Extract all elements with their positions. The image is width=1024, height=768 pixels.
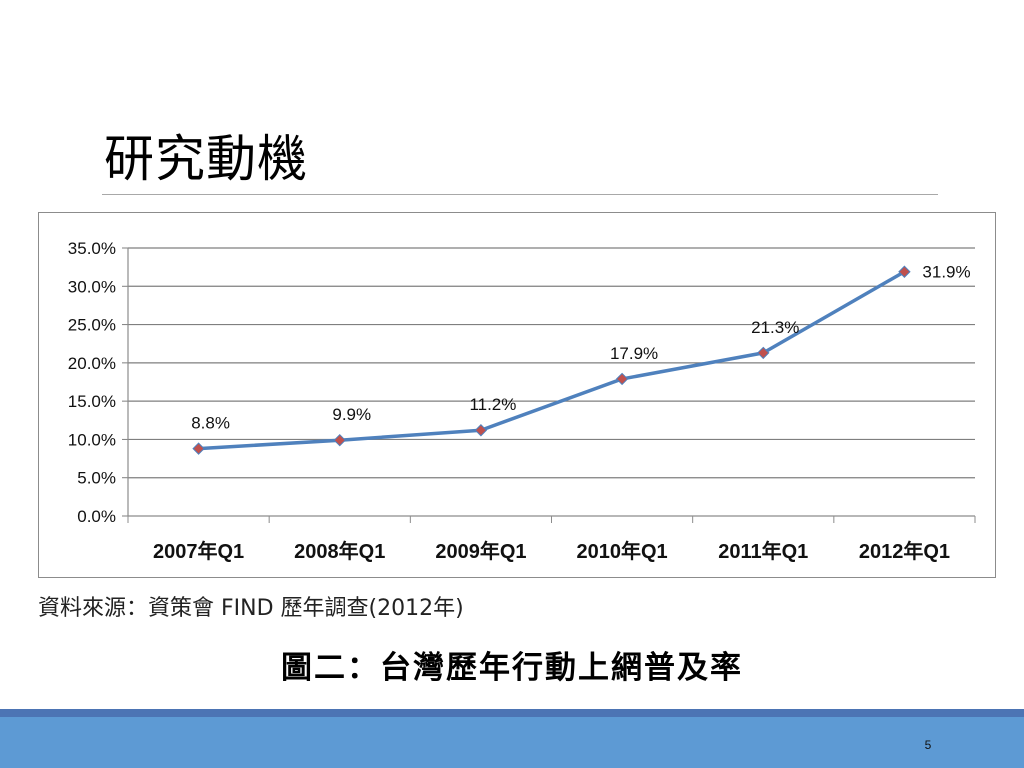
- footer-accent-line: [0, 709, 1024, 717]
- data-label: 9.9%: [332, 405, 371, 424]
- data-point-marker: [615, 372, 629, 386]
- data-point-marker: [474, 424, 488, 437]
- y-tick-label: 0.0%: [77, 507, 116, 526]
- data-label: 31.9%: [922, 263, 970, 282]
- y-tick-label: 15.0%: [68, 392, 116, 411]
- y-tick-label: 20.0%: [68, 354, 116, 373]
- y-tick-label: 30.0%: [68, 277, 116, 296]
- chart-frame: [38, 212, 996, 578]
- slide-title: 研究動機: [104, 130, 308, 188]
- x-tick-label: 2007年Q1: [153, 539, 244, 563]
- source-note: 資料來源：資策會 FIND 歷年調查(2012年): [38, 596, 464, 621]
- page-number: 5: [924, 738, 932, 752]
- data-label: 8.8%: [191, 414, 230, 433]
- data-point-marker: [333, 433, 346, 447]
- x-tick-label: 2009年Q1: [435, 539, 526, 563]
- x-tick-label: 2012年Q1: [859, 539, 950, 563]
- data-point-marker: [757, 346, 770, 360]
- figure-caption: 圖二：台灣歷年行動上網普及率: [281, 650, 743, 686]
- x-tick-label: 2010年Q1: [576, 539, 667, 563]
- footer-band: [0, 717, 1024, 768]
- y-tick-label: 10.0%: [68, 430, 116, 449]
- x-tick-label: 2011年Q1: [718, 539, 808, 563]
- data-point-marker: [192, 442, 205, 455]
- line-chart: 0.0% 5.0% 10.0% 15.0% 20.0% 25.0% 30.0% 35.0% 20…: [68, 239, 976, 563]
- data-point-marker: [898, 265, 911, 278]
- y-tick-label: 25.0%: [68, 316, 116, 335]
- data-label: 21.3%: [751, 318, 799, 337]
- data-label: 11.2%: [469, 395, 516, 414]
- data-label: 17.9%: [610, 344, 658, 363]
- series-line: [198, 270, 906, 451]
- y-tick-label: 5.0%: [77, 469, 116, 488]
- x-tick-label: 2008年Q1: [294, 539, 385, 563]
- y-tick-label: 35.0%: [68, 239, 116, 258]
- title-divider: [102, 194, 938, 195]
